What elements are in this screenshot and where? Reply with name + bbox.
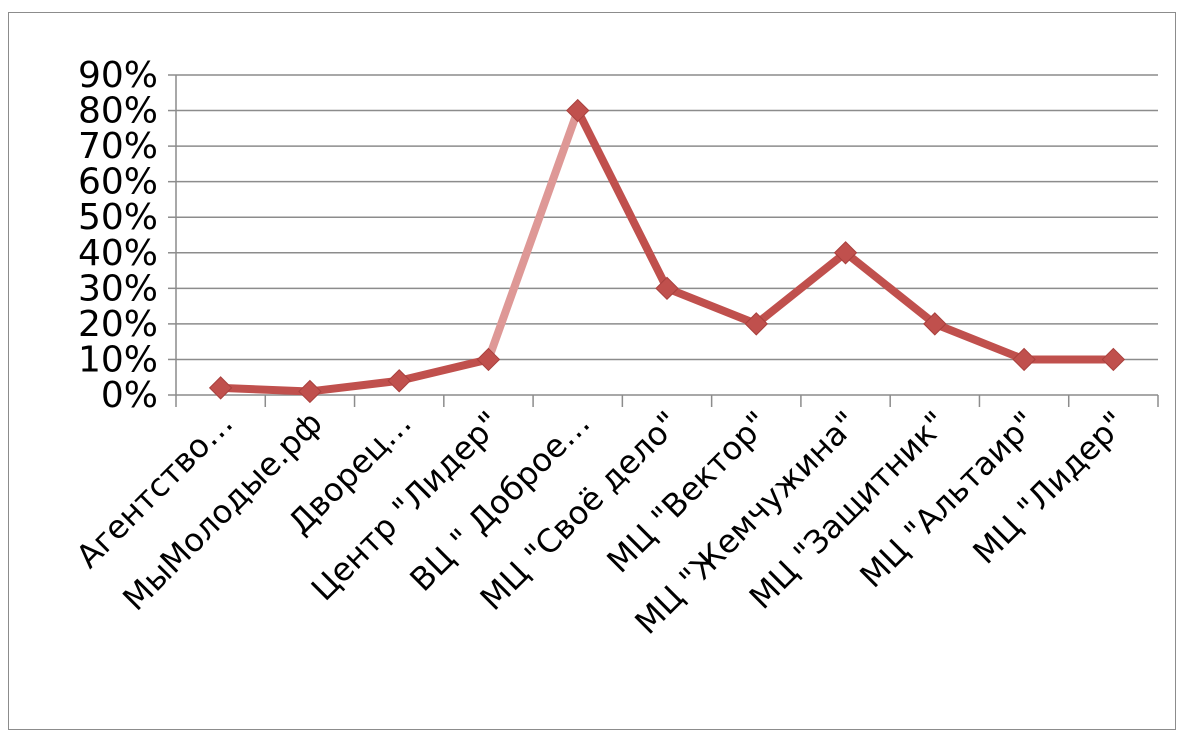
series-line-segment [305, 376, 404, 396]
series-line [216, 106, 1118, 396]
data-point-marker [833, 241, 858, 265]
y-tick-label: 20% [78, 304, 158, 345]
data-point-marker [298, 379, 322, 404]
data-point-marker [923, 312, 947, 336]
series-line-segment [930, 319, 1029, 364]
series-line-segment [573, 106, 671, 293]
series-line-segment [484, 106, 582, 364]
data-point-marker [1101, 347, 1126, 372]
data-point-marker [655, 276, 679, 301]
data-point-marker [566, 98, 590, 123]
series-markers [208, 98, 1126, 404]
data-point-marker [1012, 347, 1036, 372]
y-tick-label: 0% [101, 375, 158, 416]
y-tick-label: 30% [78, 268, 158, 309]
series-line-segment [663, 284, 761, 328]
series-line-segment [216, 383, 314, 396]
y-tick-label: 80% [78, 91, 158, 132]
y-tick-label: 60% [78, 162, 158, 203]
gridlines [176, 74, 1158, 361]
y-tick-label: 10% [78, 339, 158, 380]
y-tick-label: 70% [78, 126, 158, 167]
y-tick-label: 50% [78, 197, 158, 238]
y-tick-labels: 0%10%20%30%40%50%60%70%80%90% [78, 55, 158, 416]
series-line-segment [841, 248, 939, 328]
y-tick-label: 40% [78, 233, 158, 274]
x-tick-label: Агентство… [69, 404, 241, 576]
data-point-marker [208, 376, 233, 400]
data-point-marker [387, 369, 411, 393]
axes [168, 74, 1159, 407]
data-point-marker [476, 347, 501, 372]
y-tick-label: 90% [78, 55, 158, 96]
series-line-segment [395, 355, 493, 385]
series-line-segment [752, 248, 850, 328]
data-point-marker [744, 312, 768, 336]
